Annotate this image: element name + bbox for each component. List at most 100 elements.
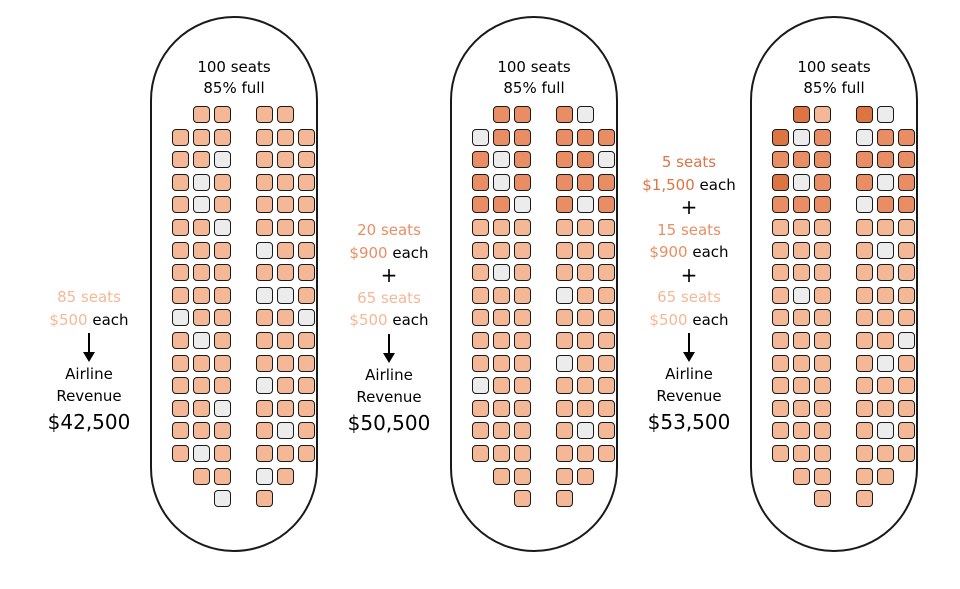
revenue-label-line1: Airline — [14, 363, 164, 385]
fare-tier-500-seats: 65 seats — [314, 287, 464, 310]
each-label: each — [392, 244, 428, 262]
occupied-seat — [814, 332, 831, 349]
load-factor-text: 85% full — [752, 78, 916, 99]
occupied-seat — [214, 242, 231, 259]
empty-seat — [577, 106, 594, 123]
occupied-seat — [193, 400, 210, 417]
occupied-seat — [214, 468, 231, 485]
occupied-seat — [877, 309, 894, 326]
occupied-seat — [556, 422, 573, 439]
occupied-seat — [193, 151, 210, 168]
occupied-seat — [214, 355, 231, 372]
occupied-seat — [772, 332, 789, 349]
occupied-seat — [214, 332, 231, 349]
occupied-seat — [856, 445, 873, 462]
occupied-seat — [493, 332, 510, 349]
seat-count-label: 65 seats — [657, 288, 721, 306]
occupied-seat — [814, 174, 831, 191]
occupied-seat — [556, 445, 573, 462]
occupied-seat — [214, 377, 231, 394]
empty-seat — [214, 219, 231, 236]
occupied-seat — [577, 377, 594, 394]
empty-seat — [472, 377, 489, 394]
occupied-seat — [214, 445, 231, 462]
occupied-seat — [493, 129, 510, 146]
occupied-seat — [256, 445, 273, 462]
empty-seat — [193, 174, 210, 191]
price-label: $500 — [49, 311, 87, 329]
occupied-seat — [877, 129, 894, 146]
fare-tier-500-price: $500 each — [314, 309, 464, 332]
empty-seat — [856, 196, 873, 213]
empty-seat — [493, 174, 510, 191]
occupied-seat — [493, 219, 510, 236]
empty-seat — [493, 151, 510, 168]
occupied-seat — [214, 106, 231, 123]
occupied-seat — [256, 490, 273, 507]
occupied-seat — [193, 468, 210, 485]
occupied-seat — [898, 422, 915, 439]
occupied-seat — [514, 106, 531, 123]
occupied-seat — [814, 151, 831, 168]
occupied-seat — [514, 287, 531, 304]
occupied-seat — [514, 309, 531, 326]
revenue-label-line2: Revenue — [614, 385, 764, 407]
occupied-seat — [577, 332, 594, 349]
occupied-seat — [472, 445, 489, 462]
load-factor-text: 85% full — [452, 78, 616, 99]
seat-count-label: 65 seats — [357, 289, 421, 307]
occupied-seat — [772, 174, 789, 191]
occupied-seat — [814, 355, 831, 372]
occupied-seat — [277, 332, 294, 349]
occupied-seat — [256, 264, 273, 281]
occupied-seat — [856, 106, 873, 123]
occupied-seat — [814, 219, 831, 236]
occupied-seat — [556, 332, 573, 349]
down-arrow-icon — [14, 331, 164, 363]
occupied-seat — [556, 264, 573, 281]
empty-seat — [577, 196, 594, 213]
occupied-seat — [577, 309, 594, 326]
occupied-seat — [793, 468, 810, 485]
occupied-seat — [898, 377, 915, 394]
empty-seat — [556, 287, 573, 304]
empty-seat — [877, 422, 894, 439]
occupied-seat — [793, 196, 810, 213]
occupied-seat — [898, 400, 915, 417]
occupied-seat — [814, 196, 831, 213]
occupied-seat — [256, 309, 273, 326]
occupied-seat — [514, 468, 531, 485]
occupied-seat — [577, 400, 594, 417]
occupied-seat — [772, 377, 789, 394]
occupied-seat — [772, 219, 789, 236]
occupied-seat — [877, 219, 894, 236]
occupied-seat — [772, 445, 789, 462]
occupied-seat — [814, 129, 831, 146]
occupied-seat — [472, 196, 489, 213]
plus-sign: + — [614, 264, 764, 287]
down-arrow-icon — [614, 331, 764, 363]
occupied-seat — [514, 377, 531, 394]
panel-base-fare: 85 seats $500 each Airline Revenue $42,5… — [0, 0, 320, 589]
occupied-seat — [277, 445, 294, 462]
occupied-seat — [472, 174, 489, 191]
empty-seat — [493, 264, 510, 281]
occupied-seat — [856, 264, 873, 281]
plane-capacity-header: 100 seats 85% full — [752, 57, 916, 99]
occupied-seat — [472, 264, 489, 281]
plus-sign: + — [614, 196, 764, 219]
price-label: $500 — [349, 311, 387, 329]
occupied-seat — [256, 219, 273, 236]
occupied-seat — [877, 332, 894, 349]
occupied-seat — [193, 264, 210, 281]
plus-sign: + — [314, 264, 464, 287]
revenue-label-line1: Airline — [614, 363, 764, 385]
occupied-seat — [256, 400, 273, 417]
occupied-seat — [277, 196, 294, 213]
occupied-seat — [556, 196, 573, 213]
occupied-seat — [856, 219, 873, 236]
occupied-seat — [898, 445, 915, 462]
occupied-seat — [856, 400, 873, 417]
occupied-seat — [472, 422, 489, 439]
each-label: each — [392, 311, 428, 329]
